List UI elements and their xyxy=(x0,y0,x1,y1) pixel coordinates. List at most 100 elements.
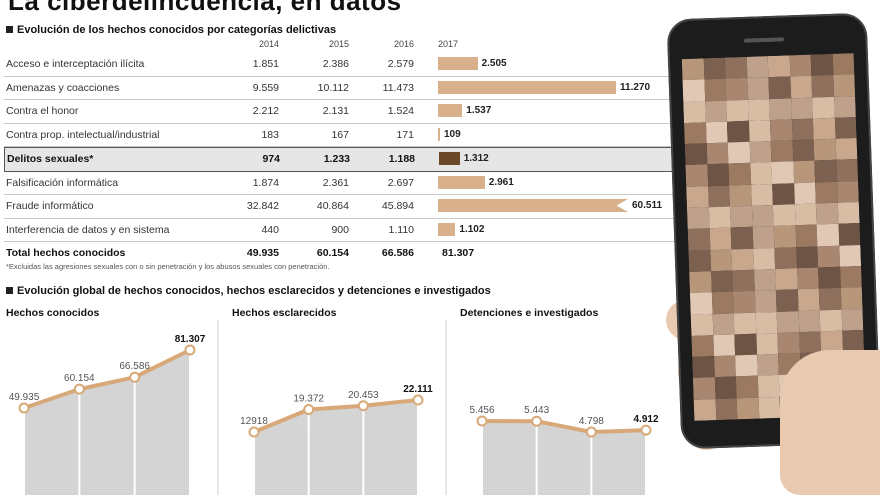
cell-2015: 167 xyxy=(331,128,349,141)
pixel-block xyxy=(724,56,747,79)
pixel-block xyxy=(816,224,839,247)
pixel-block xyxy=(775,268,798,291)
pixel-block xyxy=(789,75,813,98)
pixel-block xyxy=(767,55,790,78)
pixel-block xyxy=(687,228,710,251)
phone-illustration: LG xyxy=(660,0,880,495)
pixel-block xyxy=(713,355,736,378)
pixel-block xyxy=(774,246,797,269)
cell-2014: 183 xyxy=(261,128,279,141)
pixel-block xyxy=(749,141,772,164)
pixel-block xyxy=(715,398,738,421)
cell-2015: 2.386 xyxy=(322,58,349,70)
pixel-block xyxy=(794,203,817,226)
hand-palm xyxy=(780,350,880,495)
pixel-block xyxy=(730,227,753,250)
data-label: 20.453 xyxy=(348,390,379,401)
bar-value-2017: 11.270 xyxy=(620,81,651,93)
pixel-block xyxy=(683,122,707,145)
table-row: Interferencia de datos y en sistema 440 90… xyxy=(4,219,686,242)
cell-2015: 40.864 xyxy=(316,200,349,212)
pixel-block xyxy=(692,356,715,379)
pixel-block xyxy=(796,267,819,290)
pixel-block xyxy=(689,292,713,315)
bar-2017 xyxy=(438,199,628,212)
pixel-block xyxy=(750,183,773,206)
bar-2017 xyxy=(438,57,478,70)
series-line xyxy=(481,419,647,434)
pixel-block xyxy=(795,224,818,247)
pixel-block xyxy=(708,206,731,229)
area-segment xyxy=(255,409,308,495)
pixel-block xyxy=(841,329,865,352)
pixel-block xyxy=(688,249,711,272)
total-2015: 60.154 xyxy=(316,247,349,259)
data-label: 49.935 xyxy=(9,392,40,403)
data-point xyxy=(18,402,30,414)
pixel-block xyxy=(683,100,706,123)
pixel-block xyxy=(753,268,776,291)
pixel-block xyxy=(838,244,862,267)
global-charts: 49.935 60.154 66.586 81.307 12918 19.372 20.45… xyxy=(9,320,659,495)
pixel-block xyxy=(692,377,716,400)
pixel-block xyxy=(815,202,839,225)
bar-2017 xyxy=(438,127,440,141)
pixel-block xyxy=(735,376,759,399)
bar-2017 xyxy=(438,175,485,189)
total-2014: 49.935 xyxy=(246,247,279,259)
pixel-block xyxy=(818,266,841,289)
pixel-block xyxy=(752,247,776,270)
panel-title-conocidos: Hechos conocidos xyxy=(6,307,100,319)
pixel-block xyxy=(755,311,778,334)
square-bullet-icon xyxy=(6,26,13,33)
pixel-block xyxy=(818,287,842,310)
cell-2015: 1.233 xyxy=(323,153,350,165)
data-label: 12918 xyxy=(240,416,268,427)
cell-2015: 10.112 xyxy=(317,81,349,94)
pixel-block xyxy=(729,184,752,207)
year-header-2016: 2016 xyxy=(393,39,414,49)
data-point xyxy=(184,344,196,356)
pixel-block xyxy=(837,202,860,225)
data-label: 4.798 xyxy=(579,416,604,427)
cell-2016: 11.473 xyxy=(382,81,414,94)
pixel-block xyxy=(770,140,793,163)
pixel-block xyxy=(775,289,799,312)
area-segment xyxy=(364,400,417,495)
pixel-block xyxy=(693,398,716,421)
row-category: Interferencia de datos y en sistema xyxy=(6,223,170,236)
cell-2014: 9.559 xyxy=(252,81,279,94)
data-label: 66.586 xyxy=(119,361,150,372)
bar-2017 xyxy=(439,152,460,165)
total-2016: 66.586 xyxy=(381,247,414,259)
pixel-block xyxy=(840,287,863,310)
table-row-total: Total hechos conocidos 49.935 60.154 66.586… xyxy=(4,242,686,265)
category-table: 2014 2015 2016 2017 Acceso e interceptac… xyxy=(4,37,686,265)
pixel-block xyxy=(769,119,793,142)
pixel-block xyxy=(746,56,769,79)
pixel-block xyxy=(691,335,714,358)
global-section-title: Evolución global de hechos conocidos, he… xyxy=(6,285,491,297)
cell-2014: 974 xyxy=(262,153,280,165)
table-row: Falsificación informática 1.874 2.361 2.697… xyxy=(4,172,686,195)
row-category: Contra prop. intelectual/industrial xyxy=(6,128,160,141)
pixel-block xyxy=(756,354,779,377)
pixel-block xyxy=(757,375,780,398)
row-category: Contra el honor xyxy=(6,105,79,117)
bar-value-2017: 1.102 xyxy=(459,223,485,235)
series-line xyxy=(253,398,419,434)
global-section-title-text: Evolución global de hechos conocidos, he… xyxy=(17,285,491,297)
bar-value-2017: 2.961 xyxy=(488,176,514,188)
pixel-block xyxy=(812,96,835,119)
cell-2016: 2.697 xyxy=(387,176,414,189)
pixel-block xyxy=(812,117,836,140)
pixel-block xyxy=(705,121,728,144)
year-header-2015: 2015 xyxy=(328,39,349,49)
data-point xyxy=(73,383,85,395)
pixel-block xyxy=(834,116,857,139)
pixel-block xyxy=(709,249,733,272)
pixel-block xyxy=(706,142,729,165)
bar-value-2017: 109 xyxy=(444,128,461,140)
pixel-block xyxy=(686,207,710,230)
pixel-block xyxy=(841,308,864,331)
